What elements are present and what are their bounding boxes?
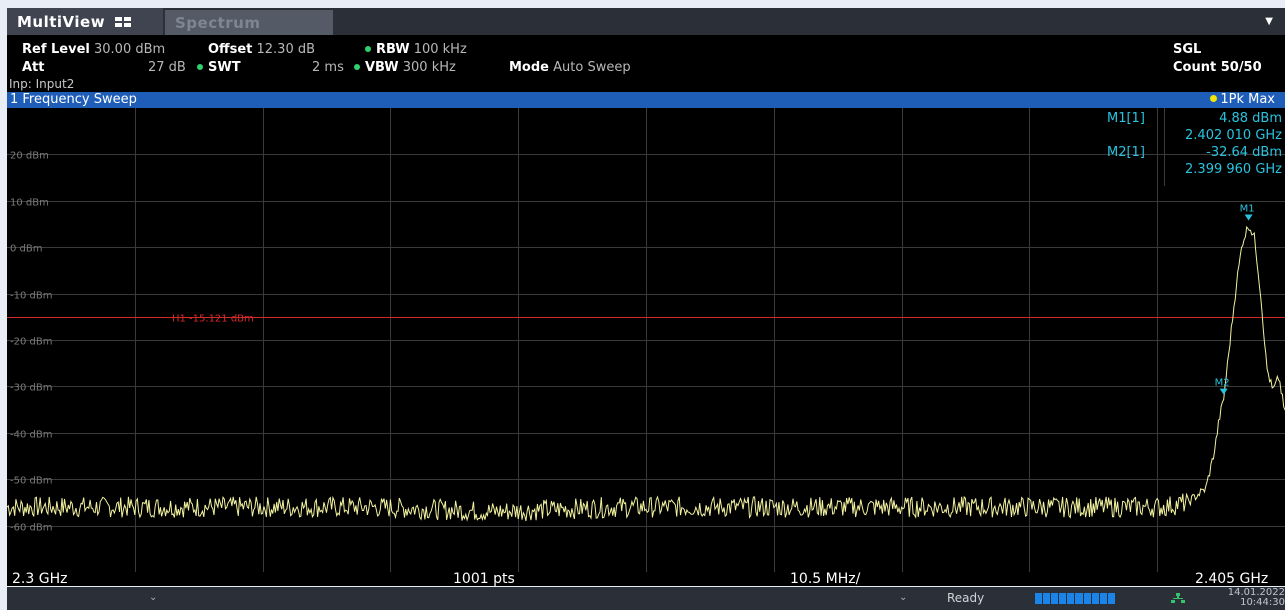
sgl-label: SGL (1173, 42, 1202, 57)
network-icon (1171, 593, 1185, 603)
rbw-label: RBW (376, 42, 410, 57)
spectrum-plot-svg: 20 dBm 10 dBm 0 dBm -10 dBm -20 dBm -30 dBm -4… (7, 108, 1285, 572)
y-tick-label: -20 dBm (10, 337, 52, 348)
trace-indicator[interactable]: 1Pk Max (1210, 92, 1275, 108)
count-indicator: Count 50/50 (1173, 60, 1262, 75)
chevron-down-icon[interactable]: ⌄ (899, 592, 908, 603)
marker-m1-triangle (1244, 214, 1253, 221)
input-indicator: Inp: Input2 (9, 77, 75, 91)
progress-bar (1035, 593, 1115, 604)
spectrum-plot[interactable]: 20 dBm 10 dBm 0 dBm -10 dBm -20 dBm -30 dBm -4… (7, 108, 1285, 572)
marker-table-frequency: 2.399 960 GHz (1185, 162, 1282, 177)
att-label: Att (22, 60, 45, 75)
x-start-label: 2.3 GHz (12, 571, 68, 587)
y-tick-label: 0 dBm (10, 244, 43, 255)
sgl-indicator: SGL (1173, 42, 1201, 57)
swt-label: SWT (208, 60, 241, 75)
x-span-label: 10.5 MHz/ (790, 571, 861, 587)
h1-display-line-label: H1 -15.121 dBm (172, 314, 254, 325)
vbw-label: VBW (365, 60, 399, 75)
marker-table-level: 4.88 dBm (1219, 111, 1282, 126)
vbw: VBW 300 kHz (354, 60, 456, 75)
offset-value: 12.30 dB (256, 42, 316, 57)
trace-label: 1Pk Max (1220, 92, 1275, 107)
chevron-down-icon[interactable]: ▼ (1265, 16, 1273, 27)
vbw-value: 300 kHz (402, 60, 456, 75)
mode: Mode Auto Sweep (509, 60, 631, 75)
coupled-dot-icon (354, 64, 360, 70)
coupled-dot-icon (365, 46, 371, 52)
chevron-down-icon[interactable]: ⌄ (149, 592, 158, 603)
date: 14.01.2022 (1227, 587, 1285, 598)
tab-multiview[interactable]: MultiView (7, 8, 163, 35)
y-tick-label: -60 dBm (10, 523, 52, 534)
tab-multiview-label: MultiView (17, 12, 106, 31)
mode-value: Auto Sweep (553, 60, 631, 75)
time: 10:44:30 (1240, 597, 1285, 608)
marker-table-frequency: 2.402 010 GHz (1185, 128, 1282, 143)
y-tick-label: 20 dBm (10, 151, 49, 162)
x-stop-label: 2.405 GHz (1195, 571, 1269, 587)
offset: Offset 12.30 dB (208, 42, 315, 57)
ref-level-label: Ref Level (22, 42, 90, 57)
y-tick-label: -30 dBm (10, 383, 52, 394)
trace-1-line (7, 225, 1285, 522)
window-title-bar[interactable]: 1 Frequency Sweep 1Pk Max (7, 92, 1285, 108)
marker-table-label: M1[1] (1107, 111, 1145, 126)
y-tick-label: -40 dBm (10, 430, 52, 441)
y-tick-label: -50 dBm (10, 476, 52, 487)
settings-panel: Ref Level 30.00 dBm Offset 12.30 dB RBW … (7, 35, 1285, 92)
marker-table-level: -32.64 dBm (1206, 145, 1282, 160)
tab-bar: MultiView Spectrum ▼ (7, 8, 1285, 35)
swt: SWT (197, 60, 241, 75)
swt-value-wrap: 2 ms (312, 60, 344, 75)
att-value-wrap: 27 dB (148, 60, 186, 75)
marker-table-label: M2[1] (1107, 145, 1145, 160)
marker-m2-triangle (1219, 388, 1228, 395)
rbw-value: 100 kHz (413, 42, 467, 57)
coupled-dot-icon (197, 64, 203, 70)
x-points-label: 1001 pts (453, 571, 515, 587)
x-axis-bar: 2.3 GHz 1001 pts 10.5 MHz/ 2.405 GHz (7, 572, 1285, 586)
ref-level-value: 30.00 dBm (94, 42, 166, 57)
y-tick-label: -10 dBm (10, 291, 52, 302)
att-value: 27 dB (148, 60, 186, 75)
status-ready: Ready (947, 591, 985, 605)
tab-spectrum[interactable]: Spectrum (165, 10, 333, 35)
marker-m2-tag: M2 (1215, 378, 1230, 389)
ref-level: Ref Level 30.00 dBm (22, 42, 165, 57)
trace-dot-icon (1210, 95, 1218, 102)
rbw: RBW 100 kHz (365, 42, 467, 57)
mode-label: Mode (509, 60, 549, 75)
swt-value: 2 ms (312, 60, 344, 75)
marker-m1-tag: M1 (1240, 204, 1255, 215)
date-time: 14.01.2022 10:44:30 (1205, 588, 1285, 608)
y-tick-label: 10 dBm (10, 198, 49, 209)
window-title: 1 Frequency Sweep (10, 92, 137, 107)
tab-spectrum-label: Spectrum (175, 13, 261, 32)
att: Att (22, 60, 45, 75)
multiview-grid-icon (115, 16, 132, 27)
offset-label: Offset (208, 42, 253, 57)
count-label: Count 50/50 (1173, 60, 1262, 75)
status-bar: ⌄ ⌄ Ready 14.01.2022 10:44:30 (7, 587, 1285, 610)
